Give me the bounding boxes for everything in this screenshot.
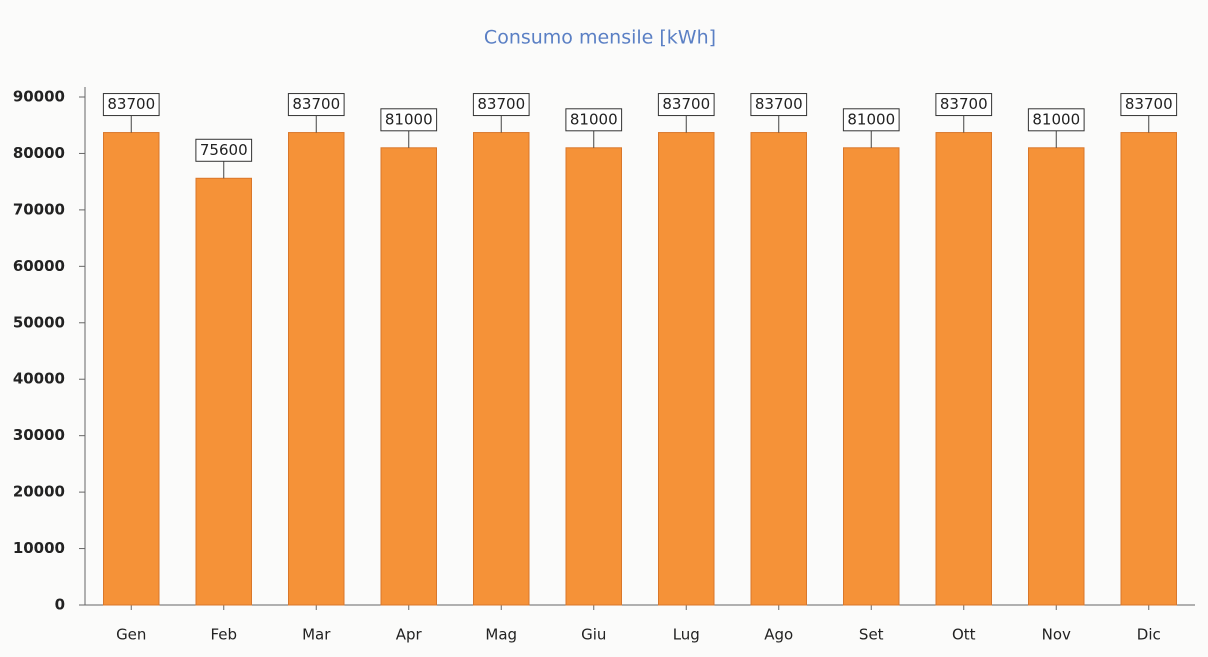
x-tick-label: Lug	[673, 626, 700, 644]
value-label-box	[472, 93, 530, 117]
y-tick-label: 80000	[13, 144, 65, 162]
value-label-box	[842, 108, 900, 132]
x-tick-label: Gen	[116, 626, 146, 644]
value-label: 81000	[847, 110, 895, 128]
value-label: 83700	[755, 95, 803, 113]
value-label: 81000	[570, 110, 618, 128]
value-label-box	[565, 108, 623, 132]
bar	[935, 132, 992, 606]
value-label-box	[1027, 108, 1085, 132]
y-tick-label: 50000	[13, 313, 65, 331]
value-label: 83700	[940, 95, 988, 113]
y-tick-label: 30000	[13, 426, 65, 444]
x-tick-label: Nov	[1042, 626, 1071, 644]
value-label: 83700	[292, 95, 340, 113]
bar	[103, 132, 160, 606]
value-label: 83700	[477, 95, 525, 113]
bar	[750, 132, 807, 606]
x-tick-label: Mar	[302, 626, 331, 644]
value-label-box	[102, 93, 160, 117]
value-label: 81000	[385, 110, 433, 128]
y-tick-label: 60000	[13, 257, 65, 275]
y-tick-label: 10000	[13, 539, 65, 557]
x-tick-label: Feb	[210, 626, 237, 644]
bar	[843, 147, 900, 606]
value-label: 83700	[1125, 95, 1173, 113]
x-tick-label: Apr	[396, 626, 423, 644]
y-tick-label: 20000	[13, 483, 65, 501]
bar	[1028, 147, 1085, 606]
bar	[473, 132, 530, 606]
value-label-box	[750, 93, 808, 117]
y-tick-label: 0	[55, 596, 65, 614]
bar	[1120, 132, 1177, 606]
bar	[195, 177, 252, 606]
y-tick-label: 90000	[13, 88, 65, 106]
bar	[288, 132, 345, 606]
value-label: 75600	[200, 141, 248, 159]
y-tick-label: 70000	[13, 200, 65, 218]
x-tick-label: Giu	[581, 626, 606, 644]
value-label-box	[380, 108, 438, 132]
value-label-box	[195, 138, 253, 162]
value-label: 83700	[107, 95, 155, 113]
value-label: 81000	[1032, 110, 1080, 128]
value-label-box	[1120, 93, 1178, 117]
value-label: 83700	[662, 95, 710, 113]
x-tick-label: Ago	[764, 626, 793, 644]
x-tick-label: Dic	[1137, 626, 1161, 644]
value-label-box	[657, 93, 715, 117]
x-tick-label: Ott	[952, 626, 976, 644]
x-tick-label: Set	[859, 626, 884, 644]
chart-title: Consumo mensile [kWh]	[484, 27, 716, 49]
bar	[658, 132, 715, 606]
y-tick-label: 40000	[13, 370, 65, 388]
value-label-box	[287, 93, 345, 117]
value-label-box	[935, 93, 993, 117]
bar	[380, 147, 437, 606]
bar	[565, 147, 622, 606]
x-tick-label: Mag	[485, 626, 517, 644]
